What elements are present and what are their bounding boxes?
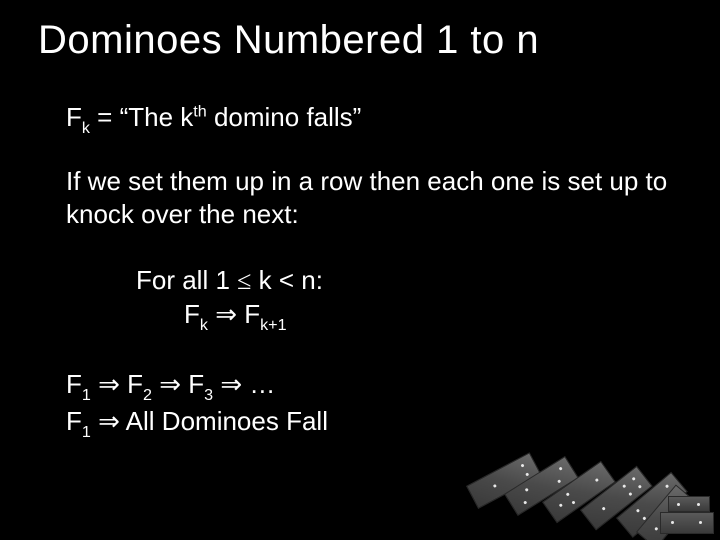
chain-dots: … <box>242 369 275 399</box>
leq-symbol: ≤ <box>237 266 251 295</box>
domino-icon <box>668 496 710 512</box>
sub-k: k <box>200 316 208 334</box>
implies-concl: ⇒ <box>98 407 120 436</box>
def-sup-th: th <box>193 102 206 120</box>
def-sub-k: k <box>82 119 90 137</box>
setup-text: If we set them up in a row then each one… <box>66 165 682 230</box>
implies-1: ⇒ <box>98 370 120 399</box>
F3: F <box>188 369 204 399</box>
domino-icon <box>660 512 714 534</box>
dominoes-illustration <box>460 390 720 540</box>
F1: F <box>66 369 82 399</box>
implies-3: ⇒ <box>220 370 242 399</box>
sub-3: 3 <box>204 386 213 404</box>
slide: Dominoes Numbered 1 to n Fk = “The kth d… <box>0 0 720 540</box>
F2: F <box>127 369 143 399</box>
sub-1: 1 <box>82 386 91 404</box>
forall-a: For all 1 <box>136 265 237 295</box>
definition-line: Fk = “The kth domino falls” <box>66 101 682 137</box>
implies-2: ⇒ <box>159 370 181 399</box>
Fk1: F <box>244 299 260 329</box>
Fk: F <box>184 299 200 329</box>
forall-block: For all 1 ≤ k < n: Fk ⇒ Fk+1 <box>66 264 682 334</box>
forall-b: k < n: <box>251 265 323 295</box>
sub-1b: 1 <box>82 423 91 441</box>
implication-line: Fk ⇒ Fk+1 <box>136 298 682 334</box>
conclusion-text: All Dominoes Fall <box>120 406 328 436</box>
slide-title: Dominoes Numbered 1 to n <box>38 18 682 63</box>
sub-2: 2 <box>143 386 152 404</box>
forall-line: For all 1 ≤ k < n: <box>136 264 682 298</box>
sub-k1: k+1 <box>260 316 286 334</box>
F1b: F <box>66 406 82 436</box>
implies-symbol: ⇒ <box>215 300 237 329</box>
def-eq-text: = “The k <box>90 102 193 132</box>
def-F: F <box>66 102 82 132</box>
def-tail: domino falls” <box>207 102 362 132</box>
